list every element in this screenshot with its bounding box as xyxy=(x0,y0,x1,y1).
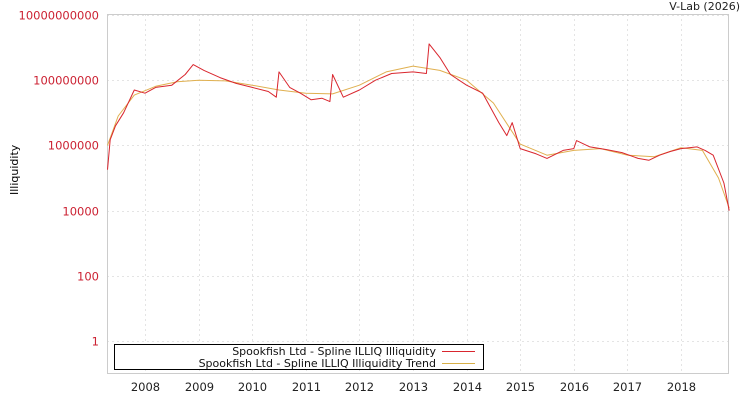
y-tick-label: 100 xyxy=(77,270,99,284)
x-tick-label: 2008 xyxy=(131,380,160,394)
y-tick-label: 10000 xyxy=(62,205,99,219)
legend-item-trend: Spookfish Ltd - Spline ILLIQ Illiquidity… xyxy=(199,357,475,370)
x-tick-label: 2009 xyxy=(185,380,214,394)
x-axis-ticks: 2008 2009 2010 2011 2012 2013 2014 2015 2016 2017… xyxy=(131,380,696,394)
x-tick-label: 2018 xyxy=(667,380,696,394)
x-tick-label: 2012 xyxy=(345,380,374,394)
y-tick-label: 1 xyxy=(92,335,99,349)
x-tick-label: 2015 xyxy=(506,380,535,394)
x-tick-label: 2016 xyxy=(560,380,589,394)
x-tick-label: 2014 xyxy=(453,380,482,394)
legend-item-illiquidity: Spookfish Ltd - Spline ILLIQ Illiquidity xyxy=(232,345,475,358)
legend-label: Spookfish Ltd - Spline ILLIQ Illiquidity… xyxy=(198,357,436,370)
x-tick-label: 2011 xyxy=(292,380,321,394)
legend-swatch-gold xyxy=(442,363,475,364)
x-tick-label: 2010 xyxy=(238,380,267,394)
legend-label: Spookfish Ltd - Spline ILLIQ Illiquidity xyxy=(232,345,436,358)
illiquidity-line xyxy=(107,43,730,211)
data-lines xyxy=(107,43,730,211)
y-tick-label: 100000000 xyxy=(33,74,99,88)
x-tick-label: 2013 xyxy=(399,380,428,394)
y-tick-label: 1000000 xyxy=(48,139,99,153)
chart-legend: Spookfish Ltd - Spline ILLIQ Illiquidity… xyxy=(114,344,484,370)
grid-lines xyxy=(107,14,729,374)
y-axis-ticks: 10000000000 100000000 1000000 10000 100 1 xyxy=(19,9,99,349)
x-tick-label: 2017 xyxy=(613,380,642,394)
y-tick-label: 10000000000 xyxy=(19,9,99,23)
illiquidity-trend-line xyxy=(107,65,730,209)
chart-credit: V-Lab (2026) xyxy=(669,0,740,13)
legend-swatch-red xyxy=(442,351,475,352)
plot-frame xyxy=(107,14,729,374)
